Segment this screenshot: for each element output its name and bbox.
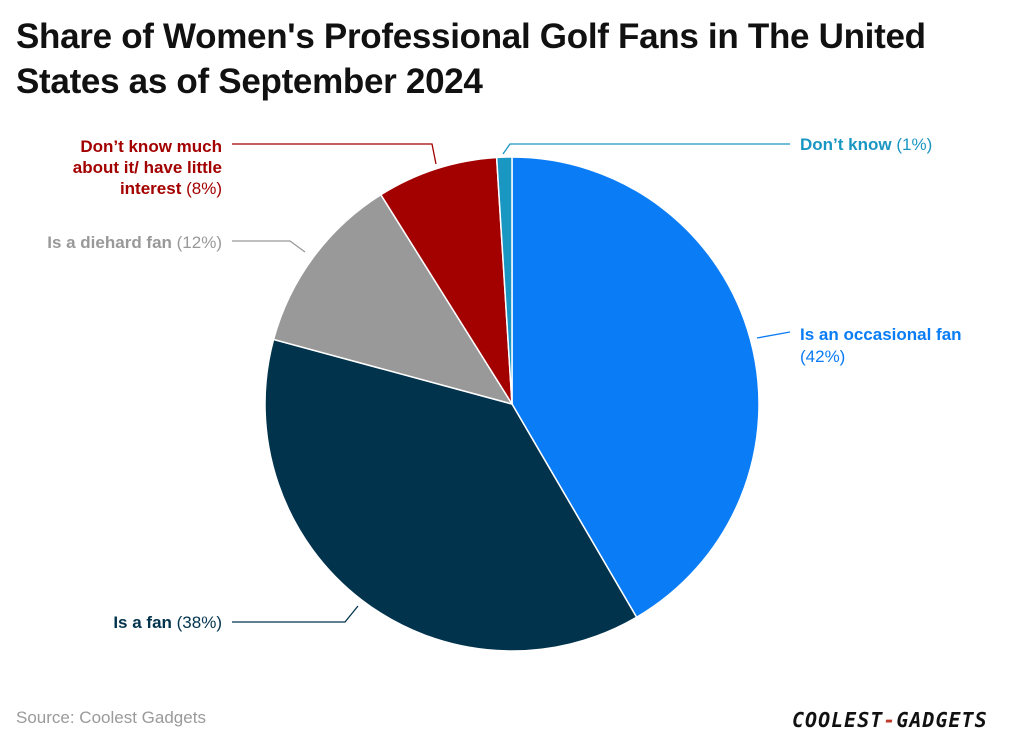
- pie-slice-3: [379, 156, 513, 405]
- source-note: Source: Coolest Gadgets: [16, 708, 206, 727]
- slice-label-4: Don’t know (1%): [800, 135, 932, 154]
- slice-label-1: Is a fan (38%): [113, 613, 222, 632]
- slice-label-0: Is an occasional fan (42%): [800, 325, 962, 366]
- leader-line-0: [756, 331, 791, 339]
- leader-line-3: [232, 143, 437, 165]
- chart-title: Share of Women's Professional Golf Fans …: [16, 17, 926, 101]
- pie-slice-1: [264, 338, 638, 652]
- pie-slice-0: [511, 156, 760, 619]
- leader-line-1: [232, 605, 359, 623]
- pie-slice-2: [272, 193, 514, 406]
- brand-logo: COOLEST-GADGETS: [792, 708, 988, 732]
- leader-line-4: [502, 143, 790, 155]
- pie-slice-4: [495, 156, 513, 405]
- slice-label-3: Don’t know much about it/ have little inte…: [73, 137, 222, 198]
- slice-label-2: Is a diehard fan (12%): [47, 233, 222, 252]
- leader-line-2: [232, 240, 306, 253]
